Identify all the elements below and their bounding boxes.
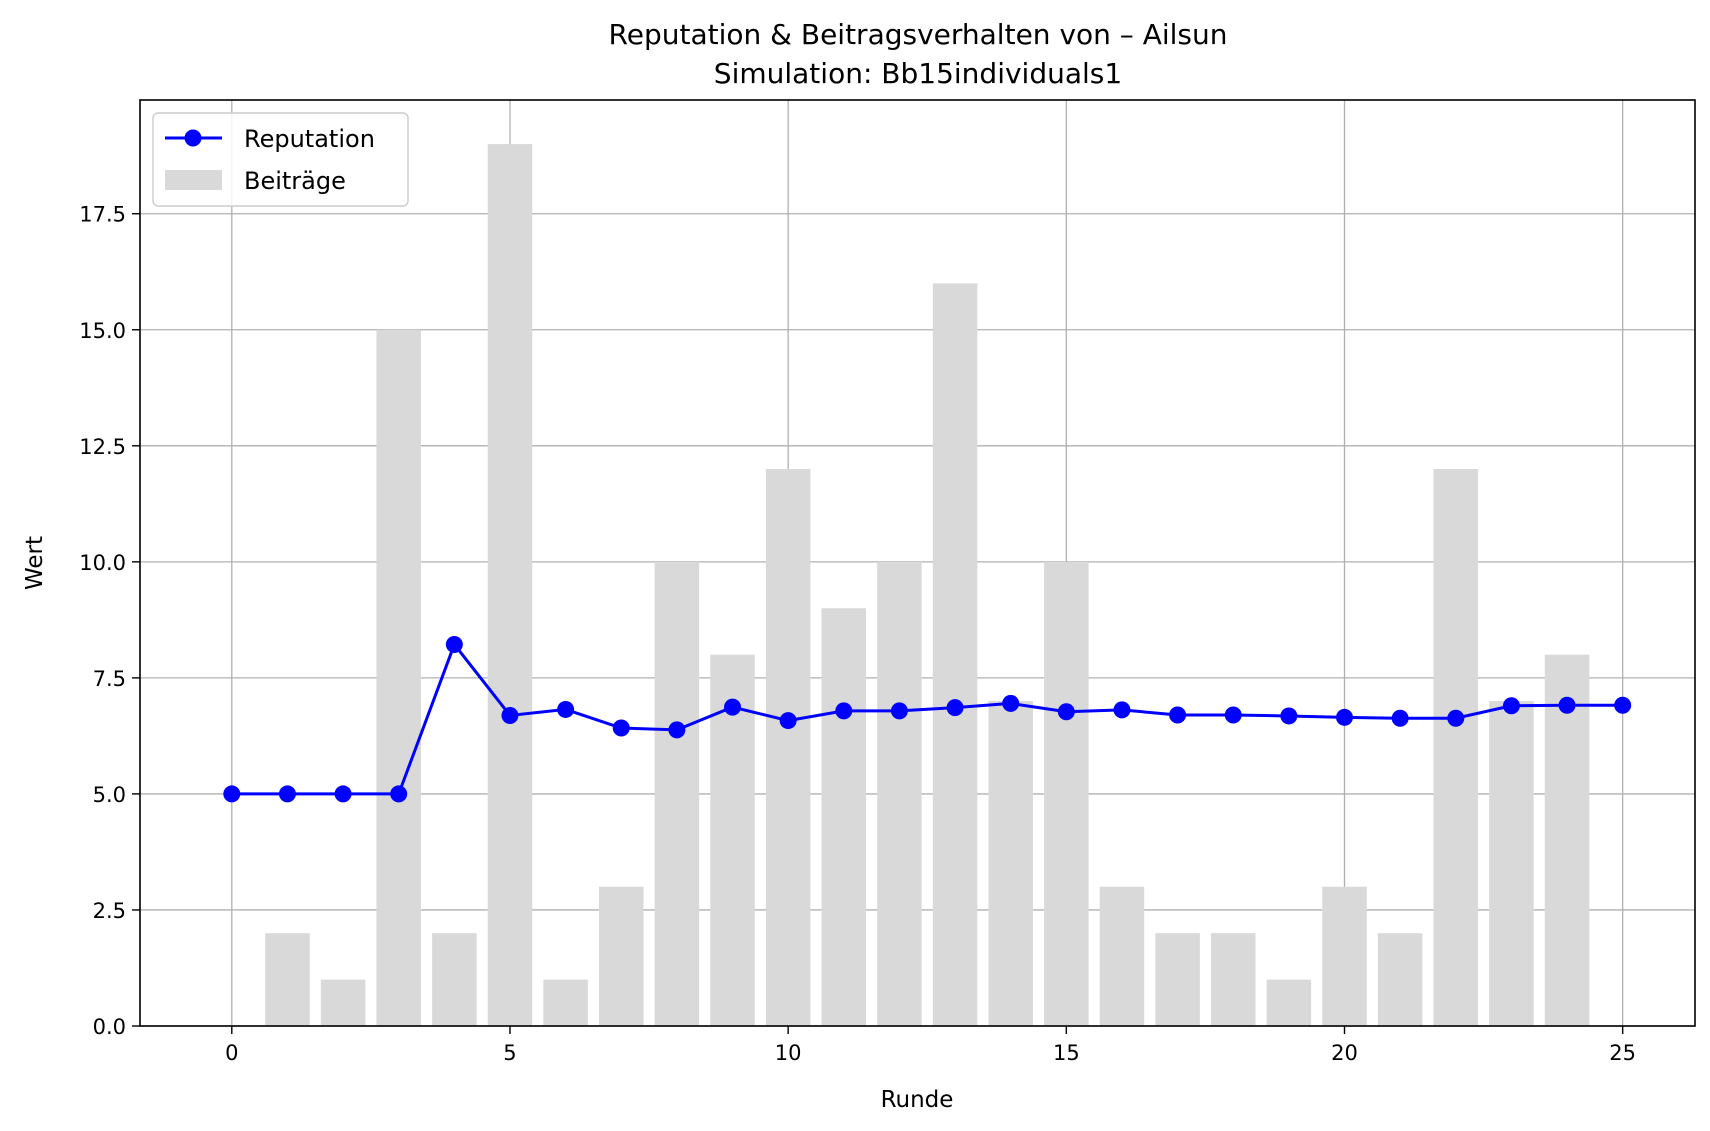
- bar: [1155, 933, 1200, 1026]
- bars-beitraege: [265, 144, 1590, 1027]
- y-tick-label: 10.0: [79, 551, 126, 575]
- y-tick-label: 2.5: [93, 899, 126, 923]
- bar: [654, 561, 700, 1026]
- reputation-point: [1169, 706, 1187, 724]
- reputation-point: [1335, 708, 1353, 726]
- bar: [1544, 654, 1590, 1026]
- reputation-point: [1447, 709, 1465, 727]
- y-tick-label: 0.0: [93, 1015, 126, 1039]
- reputation-point: [890, 702, 908, 720]
- reputation-point: [1002, 694, 1020, 712]
- bar: [265, 933, 310, 1026]
- bar: [320, 979, 366, 1026]
- bar: [1322, 886, 1367, 1026]
- reputation-point: [501, 706, 519, 724]
- bar: [710, 654, 755, 1026]
- chart-subtitle: Simulation: Bb15individuals1: [714, 57, 1122, 90]
- reputation-point: [278, 785, 296, 803]
- bar: [1377, 933, 1423, 1026]
- reputation-point: [1057, 703, 1075, 721]
- reputation-point: [946, 699, 964, 717]
- reputation-point: [612, 719, 630, 737]
- reputation-point: [334, 785, 352, 803]
- x-axis-ticks: 0 5 10 15 20 25: [225, 1026, 1636, 1065]
- y-tick-label: 12.5: [79, 435, 126, 459]
- reputation-point: [1391, 709, 1409, 727]
- bar: [543, 979, 588, 1026]
- bar: [1044, 561, 1089, 1026]
- bar: [988, 701, 1033, 1026]
- plot-frame: [139, 99, 1696, 1027]
- reputation-point: [390, 785, 408, 803]
- y-axis-ticks: 0.0 2.5 5.0 7.5 10.0 12.5 15.0 17.5: [79, 203, 140, 1039]
- bar: [1266, 979, 1312, 1026]
- bar: [821, 608, 867, 1026]
- reputation-point: [223, 785, 241, 803]
- reputation-point: [779, 712, 797, 730]
- reputation-line: [231, 641, 1623, 796]
- bar: [1433, 469, 1479, 1026]
- legend: Reputation Beiträge: [152, 112, 409, 207]
- y-tick-label: 15.0: [79, 319, 126, 343]
- bar: [487, 144, 533, 1027]
- bar: [1210, 933, 1256, 1026]
- legend-marker-swatch: [184, 129, 202, 147]
- reputation-point: [557, 700, 575, 718]
- bar: [376, 329, 421, 1026]
- y-tick-label: 7.5: [93, 667, 126, 691]
- reputation-point: [724, 698, 742, 716]
- legend-bar-swatch: [165, 170, 222, 190]
- x-tick-label: 25: [1609, 1041, 1636, 1065]
- reputation-point: [1502, 697, 1520, 715]
- bar: [877, 561, 922, 1026]
- x-tick-label: 0: [225, 1041, 238, 1065]
- x-tick-label: 5: [503, 1041, 516, 1065]
- reputation-point: [835, 702, 853, 720]
- x-tick-label: 20: [1331, 1041, 1358, 1065]
- bar: [432, 933, 477, 1026]
- reputation-point: [1280, 707, 1298, 725]
- y-tick-label: 5.0: [93, 783, 126, 807]
- x-axis-label: Runde: [881, 1087, 954, 1113]
- x-tick-label: 10: [775, 1041, 802, 1065]
- reputation-point: [668, 721, 686, 739]
- reputation-point: [1113, 701, 1131, 719]
- bar: [1489, 701, 1534, 1026]
- bar: [765, 469, 811, 1026]
- reputation-point: [1558, 696, 1576, 714]
- chart-title: Reputation & Beitragsverhalten von – Ail…: [609, 18, 1228, 51]
- y-axis-label: Wert: [22, 536, 48, 590]
- bar: [598, 886, 644, 1026]
- x-tick-label: 15: [1053, 1041, 1080, 1065]
- legend-label-beitraege: Beiträge: [244, 167, 346, 195]
- reputation-point: [1614, 696, 1632, 714]
- bar: [932, 283, 978, 1026]
- reputation-point: [445, 635, 463, 653]
- y-tick-label: 17.5: [79, 203, 126, 227]
- legend-label-reputation: Reputation: [244, 125, 375, 153]
- line-reputation: [223, 635, 1632, 803]
- reputation-point: [1224, 706, 1242, 724]
- bar: [1099, 886, 1145, 1026]
